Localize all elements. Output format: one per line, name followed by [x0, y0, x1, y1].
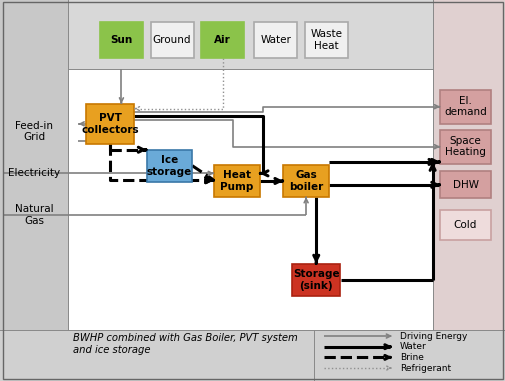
Text: Ground: Ground: [153, 35, 191, 45]
Bar: [0, 0, 68, 381]
FancyBboxPatch shape: [305, 22, 347, 58]
Text: Waste
Heat: Waste Heat: [310, 29, 342, 51]
Text: Space
Heating: Space Heating: [444, 136, 485, 157]
Text: Water: Water: [399, 342, 426, 351]
Text: Storage
(sink): Storage (sink): [292, 269, 339, 291]
Text: Sun: Sun: [110, 35, 132, 45]
Text: DHW: DHW: [451, 180, 478, 190]
FancyBboxPatch shape: [201, 22, 244, 58]
FancyBboxPatch shape: [292, 264, 339, 296]
FancyBboxPatch shape: [146, 150, 192, 182]
Bar: [68, 0, 432, 69]
Text: Electricity: Electricity: [8, 168, 61, 178]
FancyBboxPatch shape: [439, 130, 490, 164]
FancyBboxPatch shape: [439, 210, 490, 240]
Text: Brine: Brine: [399, 353, 423, 362]
Text: Cold: Cold: [453, 220, 476, 230]
Text: Gas
boiler: Gas boiler: [288, 170, 323, 192]
Text: Refrigerant: Refrigerant: [399, 363, 450, 373]
Text: Air: Air: [214, 35, 231, 45]
Bar: [0, 330, 505, 381]
FancyBboxPatch shape: [99, 22, 142, 58]
Text: Heat
Pump: Heat Pump: [220, 170, 253, 192]
Text: Natural
Gas: Natural Gas: [15, 205, 54, 226]
FancyBboxPatch shape: [214, 165, 259, 197]
FancyBboxPatch shape: [150, 22, 193, 58]
Text: PVT
collectors: PVT collectors: [81, 113, 139, 134]
FancyBboxPatch shape: [254, 22, 297, 58]
Text: Driving Energy: Driving Energy: [399, 331, 466, 341]
FancyBboxPatch shape: [86, 104, 134, 144]
Bar: [68, 69, 432, 330]
Bar: [432, 0, 505, 330]
Text: Ice
storage: Ice storage: [146, 155, 192, 176]
FancyBboxPatch shape: [439, 171, 490, 198]
Text: El.
demand: El. demand: [443, 96, 486, 117]
Text: Feed-in
Grid: Feed-in Grid: [15, 121, 54, 142]
Text: BWHP combined with Gas Boiler, PVT system
and ice storage: BWHP combined with Gas Boiler, PVT syste…: [73, 333, 297, 355]
FancyBboxPatch shape: [439, 90, 490, 124]
FancyBboxPatch shape: [283, 165, 328, 197]
Text: Water: Water: [260, 35, 291, 45]
